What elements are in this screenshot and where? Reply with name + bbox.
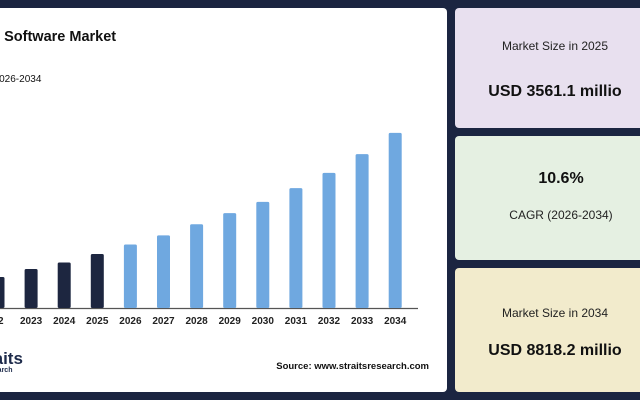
x-tick-label-2030: 2030 bbox=[252, 316, 275, 327]
x-tick-label-2034: 2034 bbox=[384, 316, 407, 327]
kpi-value-market-size-2025: USD 3561.1 millio bbox=[488, 83, 622, 100]
chart-panel: al Software Market t 2026-2034 22 2023 202… bbox=[0, 8, 447, 392]
x-tick-label-2027: 2027 bbox=[152, 316, 175, 327]
bar-2033 bbox=[355, 154, 369, 308]
x-tick-label-2023: 2023 bbox=[20, 316, 43, 327]
bar-2027 bbox=[157, 235, 170, 308]
kpi-value-market-size-2034: USD 8818.2 millio bbox=[488, 342, 622, 359]
bar-chart: 22 2023 2024 2025 2026 2027 2028 2029 2030 2031 20… bbox=[0, 132, 418, 327]
kpi-value-cagr: 10.6% bbox=[538, 170, 584, 187]
x-tick-label-2028: 2028 bbox=[185, 316, 208, 327]
kpi-card-cagr: 10.6% CAGR (2026-2034) bbox=[455, 136, 640, 260]
x-tick-label-2026: 2026 bbox=[119, 316, 142, 327]
source-text: Source: www.straitsresearch.com bbox=[276, 361, 429, 372]
x-tick-label-2025: 2025 bbox=[86, 316, 109, 327]
chart-title: al Software Market bbox=[0, 29, 117, 45]
bar-2029 bbox=[223, 213, 237, 308]
bar-2025 bbox=[90, 254, 104, 308]
bar-2030 bbox=[256, 201, 270, 308]
x-tick-label-2029: 2029 bbox=[219, 316, 242, 327]
straits-logo: Straits bbox=[0, 349, 23, 368]
x-tick-label-2031: 2031 bbox=[285, 316, 308, 327]
x-tick-label-2032: 2032 bbox=[318, 316, 341, 327]
straits-logo-subtext: esearch bbox=[0, 367, 13, 374]
x-tick-label-2024: 2024 bbox=[53, 316, 76, 327]
kpi-card-market-size-2034: Market Size in 2034 USD 8818.2 millio bbox=[455, 268, 640, 392]
bar-2034 bbox=[388, 132, 402, 308]
kpi-label-market-size-2034: Market Size in 2034 bbox=[501, 306, 609, 320]
kpi-label-cagr: CAGR (2026-2034) bbox=[509, 208, 613, 222]
bar-2024 bbox=[57, 262, 71, 308]
kpi-card-market-size-2025: Market Size in 2025 USD 3561.1 millio bbox=[455, 8, 640, 128]
bar-22 bbox=[0, 277, 5, 308]
bar-2023 bbox=[24, 269, 38, 308]
bar-2031 bbox=[289, 188, 303, 308]
bar-2032 bbox=[322, 172, 336, 308]
bar-2028 bbox=[190, 224, 204, 308]
x-tick-label-2033: 2033 bbox=[351, 316, 374, 327]
bar-2026 bbox=[123, 244, 137, 308]
x-tick-label-22: 22 bbox=[0, 316, 4, 327]
kpi-label-market-size-2025: Market Size in 2025 bbox=[501, 39, 609, 53]
chart-subtitle: t 2026-2034 bbox=[0, 74, 42, 85]
